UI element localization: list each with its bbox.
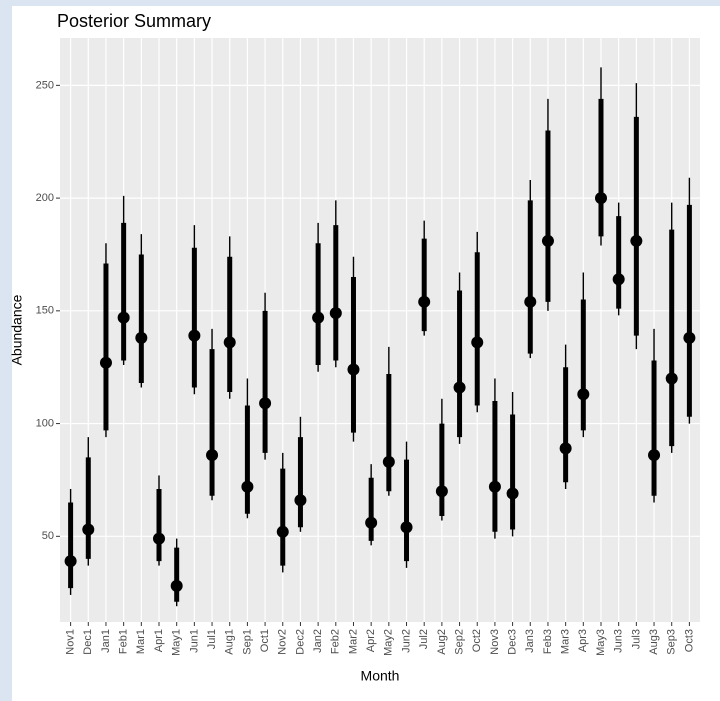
y-tick-label: 50 xyxy=(42,530,54,542)
x-tick-label: Feb2 xyxy=(330,629,342,654)
median-point xyxy=(488,480,501,493)
median-point xyxy=(506,487,519,500)
median-point xyxy=(99,356,112,369)
median-point xyxy=(382,455,395,468)
median-point xyxy=(541,234,554,247)
y-axis-title: Abundance xyxy=(9,294,25,365)
x-tick-label: Apr2 xyxy=(365,629,377,652)
x-tick-label: Oct3 xyxy=(683,629,695,652)
x-tick-label: Mar2 xyxy=(347,629,359,654)
median-point xyxy=(170,579,183,592)
median-point xyxy=(594,192,607,205)
x-tick-label: Jul3 xyxy=(630,629,642,649)
median-point xyxy=(648,449,661,462)
x-tick-label: Sep1 xyxy=(241,629,253,655)
x-tick-label: Oct2 xyxy=(471,629,483,652)
median-point xyxy=(117,311,130,324)
median-point xyxy=(365,516,378,529)
y-tick-label: 100 xyxy=(36,417,54,429)
median-point xyxy=(453,381,466,394)
median-point xyxy=(259,397,272,410)
y-tick-label: 200 xyxy=(36,192,54,204)
median-point xyxy=(153,532,166,545)
median-point xyxy=(276,525,289,538)
median-point xyxy=(612,273,625,286)
x-tick-label: Sep2 xyxy=(453,629,465,655)
median-point xyxy=(82,523,95,536)
x-tick-label: Dec1 xyxy=(82,629,94,655)
median-point xyxy=(630,234,643,247)
median-point xyxy=(206,449,219,462)
x-tick-label: Jul1 xyxy=(206,629,218,649)
x-tick-label: Aug1 xyxy=(224,629,236,655)
x-tick-label: May1 xyxy=(171,629,183,656)
median-point xyxy=(665,372,678,385)
x-axis-title: Month xyxy=(361,668,400,684)
panel xyxy=(60,38,700,622)
x-tick-label: Jan2 xyxy=(312,629,324,653)
x-tick-label: Jul2 xyxy=(418,629,430,649)
median-point xyxy=(418,295,431,308)
x-tick-label: Dec3 xyxy=(507,629,519,655)
x-tick-label: Feb1 xyxy=(118,629,130,654)
median-point xyxy=(524,295,537,308)
median-point xyxy=(400,521,413,534)
x-tick-label: Mar3 xyxy=(560,629,572,654)
x-tick-label: Jun3 xyxy=(613,629,625,653)
x-tick-label: Sep3 xyxy=(666,629,678,655)
x-tick-label: Jun2 xyxy=(400,629,412,653)
x-tick-label: Feb3 xyxy=(542,629,554,654)
x-tick-label: Nov1 xyxy=(65,629,77,655)
x-tick-label: Mar1 xyxy=(135,629,147,654)
median-point xyxy=(329,307,342,320)
median-point xyxy=(294,494,307,507)
median-point xyxy=(223,336,236,349)
x-tick-label: Jan1 xyxy=(100,629,112,653)
median-point xyxy=(135,331,148,344)
median-point xyxy=(188,329,201,342)
median-point xyxy=(435,485,448,498)
x-tick-label: Dec2 xyxy=(294,629,306,655)
x-tick-label: Jun1 xyxy=(188,629,200,653)
x-tick-label: Nov3 xyxy=(489,629,501,655)
x-tick-label: Oct1 xyxy=(259,629,271,652)
median-point xyxy=(347,363,360,376)
median-point xyxy=(559,442,572,455)
median-point xyxy=(683,331,696,344)
median-point xyxy=(471,336,484,349)
x-tick-label: Apr3 xyxy=(577,629,589,652)
x-tick-label: May3 xyxy=(595,629,607,656)
x-tick-label: Apr1 xyxy=(153,629,165,652)
median-point xyxy=(64,555,77,568)
x-tick-label: Jan3 xyxy=(524,629,536,653)
median-point xyxy=(312,311,325,324)
median-point xyxy=(577,388,590,401)
chart-title: Posterior Summary xyxy=(57,11,211,31)
x-tick-label: Aug3 xyxy=(648,629,660,655)
x-tick-label: Aug2 xyxy=(436,629,448,655)
y-tick-label: 150 xyxy=(36,305,54,317)
x-tick-label: Nov2 xyxy=(277,629,289,655)
y-tick-label: 250 xyxy=(36,79,54,91)
median-point xyxy=(241,480,254,493)
x-tick-label: May2 xyxy=(383,629,395,656)
